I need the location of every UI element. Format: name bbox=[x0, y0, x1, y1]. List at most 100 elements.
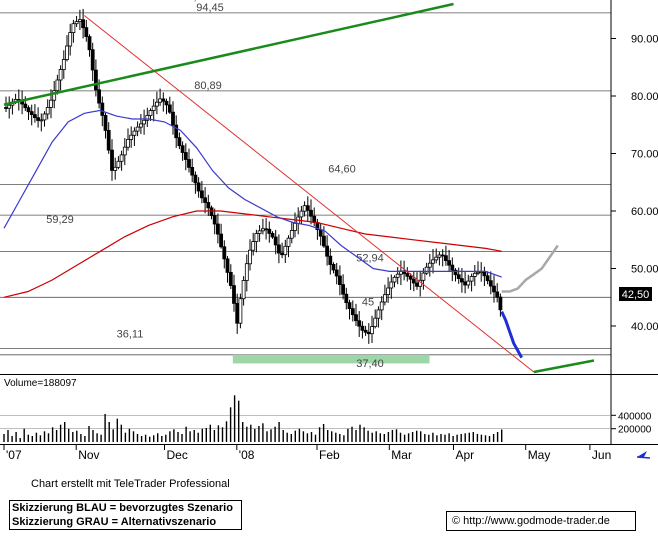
level-label: 37,40 bbox=[356, 358, 384, 370]
uptrend-line-top bbox=[3, 2, 454, 106]
candle-body bbox=[190, 166, 195, 176]
candle-body bbox=[244, 263, 249, 281]
candle-body bbox=[498, 296, 503, 311]
candle-body bbox=[453, 269, 458, 276]
candle-body bbox=[103, 115, 108, 131]
candle-body bbox=[145, 115, 150, 121]
candle-body bbox=[485, 275, 490, 282]
y-tick-label: 50.00 bbox=[631, 264, 658, 276]
candle-body bbox=[450, 264, 455, 271]
candle-body bbox=[264, 228, 269, 231]
candle-body bbox=[267, 228, 272, 234]
candle-body bbox=[318, 229, 323, 237]
scroll-arrow-button[interactable] bbox=[612, 445, 657, 463]
candle-body bbox=[238, 298, 243, 324]
candle-body bbox=[389, 281, 394, 289]
candle-body bbox=[206, 202, 211, 209]
candle-body bbox=[81, 19, 85, 29]
volume-bars bbox=[3, 395, 503, 442]
candle-body bbox=[122, 146, 127, 156]
candle-body bbox=[148, 110, 153, 116]
x-tick-label: Jun bbox=[592, 448, 611, 462]
candle-body bbox=[74, 21, 79, 25]
last-price-label: 42,50 bbox=[622, 289, 650, 301]
candle-body bbox=[257, 230, 262, 234]
price-panel bbox=[0, 0, 611, 374]
candle-body bbox=[142, 119, 147, 125]
candle-body bbox=[321, 235, 326, 247]
candle-body bbox=[309, 209, 313, 217]
volume-label: Volume=188097 bbox=[4, 378, 77, 389]
candle-body bbox=[492, 285, 496, 293]
source-link[interactable]: © http://www.godmode-trader.de bbox=[446, 511, 636, 531]
candle-body bbox=[344, 293, 349, 304]
candle-body bbox=[415, 282, 419, 287]
y-tick-label: 90.00 bbox=[631, 34, 658, 46]
downtrend-line bbox=[83, 15, 535, 373]
candle-body bbox=[405, 273, 410, 277]
level-labels: 94,4580,8964,6059,2952,944536,1137,4035,… bbox=[46, 0, 384, 370]
candle-body bbox=[164, 100, 169, 106]
candle-body bbox=[126, 138, 130, 148]
candle-body bbox=[447, 260, 452, 266]
candle-body bbox=[440, 254, 445, 257]
y-tick-label: 80.00 bbox=[631, 91, 658, 103]
candle-body bbox=[68, 32, 73, 47]
candle-body bbox=[354, 314, 358, 322]
candle-body bbox=[84, 27, 89, 38]
level-label: 36,11 bbox=[117, 328, 144, 340]
candle-body bbox=[482, 271, 487, 277]
last-price-box bbox=[619, 287, 652, 301]
candle-body bbox=[283, 245, 288, 256]
scenario-grey-line bbox=[501, 244, 559, 293]
candle-body bbox=[132, 130, 137, 136]
support-zone-fill bbox=[232, 354, 430, 364]
candle-body bbox=[87, 36, 92, 51]
candle-body bbox=[459, 278, 464, 283]
candle-body bbox=[42, 113, 47, 121]
candle-body bbox=[55, 79, 60, 92]
candle-body bbox=[138, 123, 143, 128]
candle-body bbox=[421, 272, 426, 281]
candle-body bbox=[363, 329, 368, 333]
candle-body bbox=[456, 274, 461, 280]
candle-body bbox=[97, 89, 101, 104]
candle-body bbox=[187, 159, 191, 168]
y-tick-label: 60.00 bbox=[631, 206, 658, 218]
candle-body bbox=[437, 254, 442, 258]
candle-body bbox=[328, 255, 333, 265]
volume-gridlines bbox=[0, 414, 611, 430]
candle-body bbox=[235, 302, 240, 324]
candle-body bbox=[476, 271, 480, 274]
candle-body bbox=[167, 104, 172, 113]
candle-body bbox=[39, 119, 44, 122]
candle-body bbox=[302, 205, 307, 212]
level-label: 80,89 bbox=[194, 80, 222, 92]
candle-body bbox=[23, 103, 28, 109]
support-zone bbox=[232, 354, 430, 364]
candle-body bbox=[174, 124, 179, 139]
candle-body bbox=[286, 237, 291, 247]
candle-body bbox=[472, 272, 477, 277]
candle-body bbox=[382, 294, 387, 303]
candle-body bbox=[350, 308, 355, 316]
x-tick-label: Dec bbox=[167, 448, 188, 462]
candle-body bbox=[495, 291, 500, 298]
candle-body bbox=[289, 230, 294, 239]
candle-body bbox=[94, 69, 98, 91]
price-series bbox=[4, 8, 503, 344]
trend-lines bbox=[3, 2, 595, 374]
candle-body bbox=[61, 59, 66, 71]
arrow-icon[interactable] bbox=[637, 451, 647, 457]
candle-body bbox=[180, 145, 185, 153]
candle-body bbox=[196, 182, 201, 192]
candle-body bbox=[379, 301, 384, 311]
candle-body bbox=[395, 273, 400, 278]
candle-body bbox=[251, 241, 256, 251]
level-label: 59,29 bbox=[46, 214, 74, 226]
candle-body bbox=[331, 263, 336, 271]
candle-body bbox=[370, 326, 374, 335]
candle-body bbox=[78, 19, 82, 23]
candle-body bbox=[26, 107, 31, 113]
